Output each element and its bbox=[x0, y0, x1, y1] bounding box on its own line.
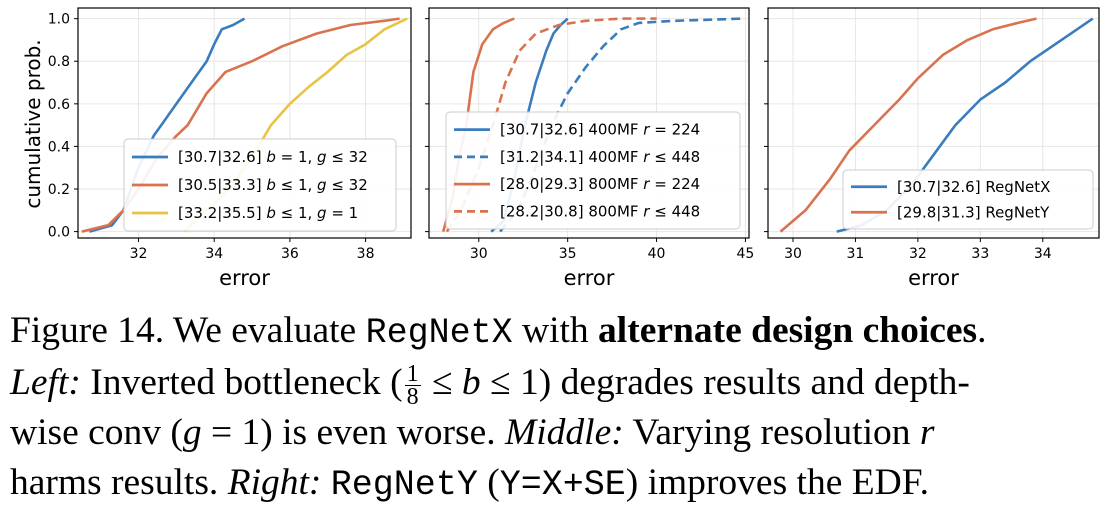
legend-label: [30.7|32.6] 400MF r = 224 bbox=[500, 121, 700, 139]
caption-code-regnetx: RegNetX bbox=[365, 313, 513, 353]
x-tick-label: 34 bbox=[205, 246, 223, 262]
caption-text: harms results. bbox=[10, 462, 228, 503]
legend: [30.7|32.6] 400MF r = 224 [31.2|34.1] 400… bbox=[445, 111, 741, 230]
fraction-numerator: 1 bbox=[404, 360, 421, 387]
x-tick-label: 31 bbox=[847, 246, 865, 262]
caption-left-label: Left: bbox=[10, 362, 81, 403]
legend-box bbox=[123, 138, 397, 232]
legend-label: [30.5|33.3] b ≤ 1, g ≤ 32 bbox=[178, 176, 368, 194]
plot-frame bbox=[77, 7, 412, 239]
caption-variable: b bbox=[461, 362, 481, 403]
caption-text: ≤ 1) degrades results and depth- bbox=[480, 362, 970, 403]
caption-line-4: harms results. Right: RegNetY (Y=X+SE) i… bbox=[10, 458, 1110, 510]
caption-line-2: Left: Inverted bottleneck (1 8 ≤ b ≤ 1) d… bbox=[10, 358, 1110, 410]
caption-variable: r bbox=[919, 412, 935, 453]
caption-text bbox=[321, 462, 330, 503]
x-tick-label: 40 bbox=[648, 246, 666, 262]
caption-text: with bbox=[512, 310, 599, 351]
x-tick-label: 45 bbox=[737, 246, 755, 262]
caption-line-3: wise conv (g = 1) is even worse. Middle:… bbox=[10, 408, 1110, 458]
legend-box bbox=[842, 169, 1094, 230]
caption-right-label: Right: bbox=[227, 462, 322, 503]
figure-charts: cumulative prob. 32 34 36 38 0.0 0.2 0.4 0.6 0.8… bbox=[21, 7, 1100, 290]
x-tick-label: 30 bbox=[784, 246, 802, 262]
plot-frame bbox=[428, 7, 750, 239]
legend-label: [33.2|35.5] b ≤ 1, g = 1 bbox=[178, 204, 358, 222]
y-tick-label: 0.2 bbox=[48, 182, 70, 198]
x-axis-label: error bbox=[564, 266, 615, 290]
figure-caption: Figure 14. We evaluate RegNetX with alte… bbox=[10, 306, 1110, 510]
caption-text: We evaluate bbox=[164, 310, 366, 351]
caption-variable: g bbox=[182, 412, 202, 453]
legend-label: [29.8|31.3] RegNetY bbox=[897, 203, 1050, 221]
caption-text: Varying resolution bbox=[623, 412, 920, 453]
caption-middle-label: Middle: bbox=[505, 412, 624, 453]
y-tick-label: 0.4 bbox=[48, 139, 70, 155]
caption-code-formula: Y=X+SE bbox=[499, 465, 626, 505]
chart-panel-3: 30 31 32 33 34 error [30.7|32.6] RegNetX [29.8|… bbox=[764, 7, 1100, 290]
x-tick-label: 33 bbox=[971, 246, 989, 262]
x-tick-label: 34 bbox=[1034, 246, 1052, 262]
x-tick-label: 36 bbox=[281, 246, 299, 262]
y-tick-label: 0.0 bbox=[48, 225, 70, 241]
x-tick-label: 32 bbox=[130, 246, 148, 262]
x-axis-label: error bbox=[908, 266, 959, 290]
y-axis-label: cumulative prob. bbox=[21, 39, 45, 208]
legend: [30.7|32.6] b = 1, g ≤ 32 [30.5|33.3] b ≤… bbox=[123, 138, 397, 232]
caption-text: wise conv ( bbox=[10, 412, 183, 453]
caption-code-regnety: RegNetY bbox=[330, 465, 478, 505]
caption-label: Figure 14. bbox=[10, 310, 165, 351]
y-tick-label: 0.8 bbox=[48, 54, 70, 70]
caption-text: ≤ bbox=[422, 362, 462, 403]
caption-text: Inverted bottleneck ( bbox=[80, 362, 403, 403]
chart-panel-1: 32 34 36 38 0.0 0.2 0.4 0.6 0.8 1.0 error [30.7|32.… bbox=[48, 7, 412, 290]
legend-label: [31.2|34.1] 400MF r ≤ 448 bbox=[500, 148, 700, 166]
fraction-denominator: 8 bbox=[406, 383, 419, 410]
caption-text: . bbox=[977, 310, 987, 351]
series-line-2 bbox=[499, 17, 742, 233]
caption-text: ) improves the EDF. bbox=[625, 462, 929, 503]
legend: [30.7|32.6] RegNetX [29.8|31.3] RegNetY bbox=[842, 169, 1094, 230]
caption-emphasis: alternate design choices bbox=[598, 310, 978, 351]
plot-frame bbox=[767, 7, 1100, 239]
legend-box bbox=[445, 111, 741, 230]
legend-label: [28.0|29.3] 800MF r = 224 bbox=[500, 175, 700, 193]
series-line-2 bbox=[779, 17, 1037, 233]
x-axis-label: error bbox=[219, 266, 270, 290]
caption-line-1: Figure 14. We evaluate RegNetX with alte… bbox=[10, 306, 1110, 358]
x-tick-label: 32 bbox=[909, 246, 927, 262]
caption-text: = 1) is even worse. bbox=[201, 412, 505, 453]
x-tick-label: 30 bbox=[470, 246, 488, 262]
y-tick-label: 1.0 bbox=[48, 12, 70, 28]
x-tick-label: 38 bbox=[357, 246, 375, 262]
x-tick-label: 35 bbox=[559, 246, 577, 262]
caption-text: ( bbox=[477, 462, 500, 503]
legend-label: [28.2|30.8] 800MF r ≤ 448 bbox=[500, 202, 700, 220]
legend-label: [30.7|32.6] RegNetX bbox=[897, 178, 1050, 196]
y-tick-label: 0.6 bbox=[48, 97, 70, 113]
legend-label: [30.7|32.6] b = 1, g ≤ 32 bbox=[178, 148, 368, 166]
